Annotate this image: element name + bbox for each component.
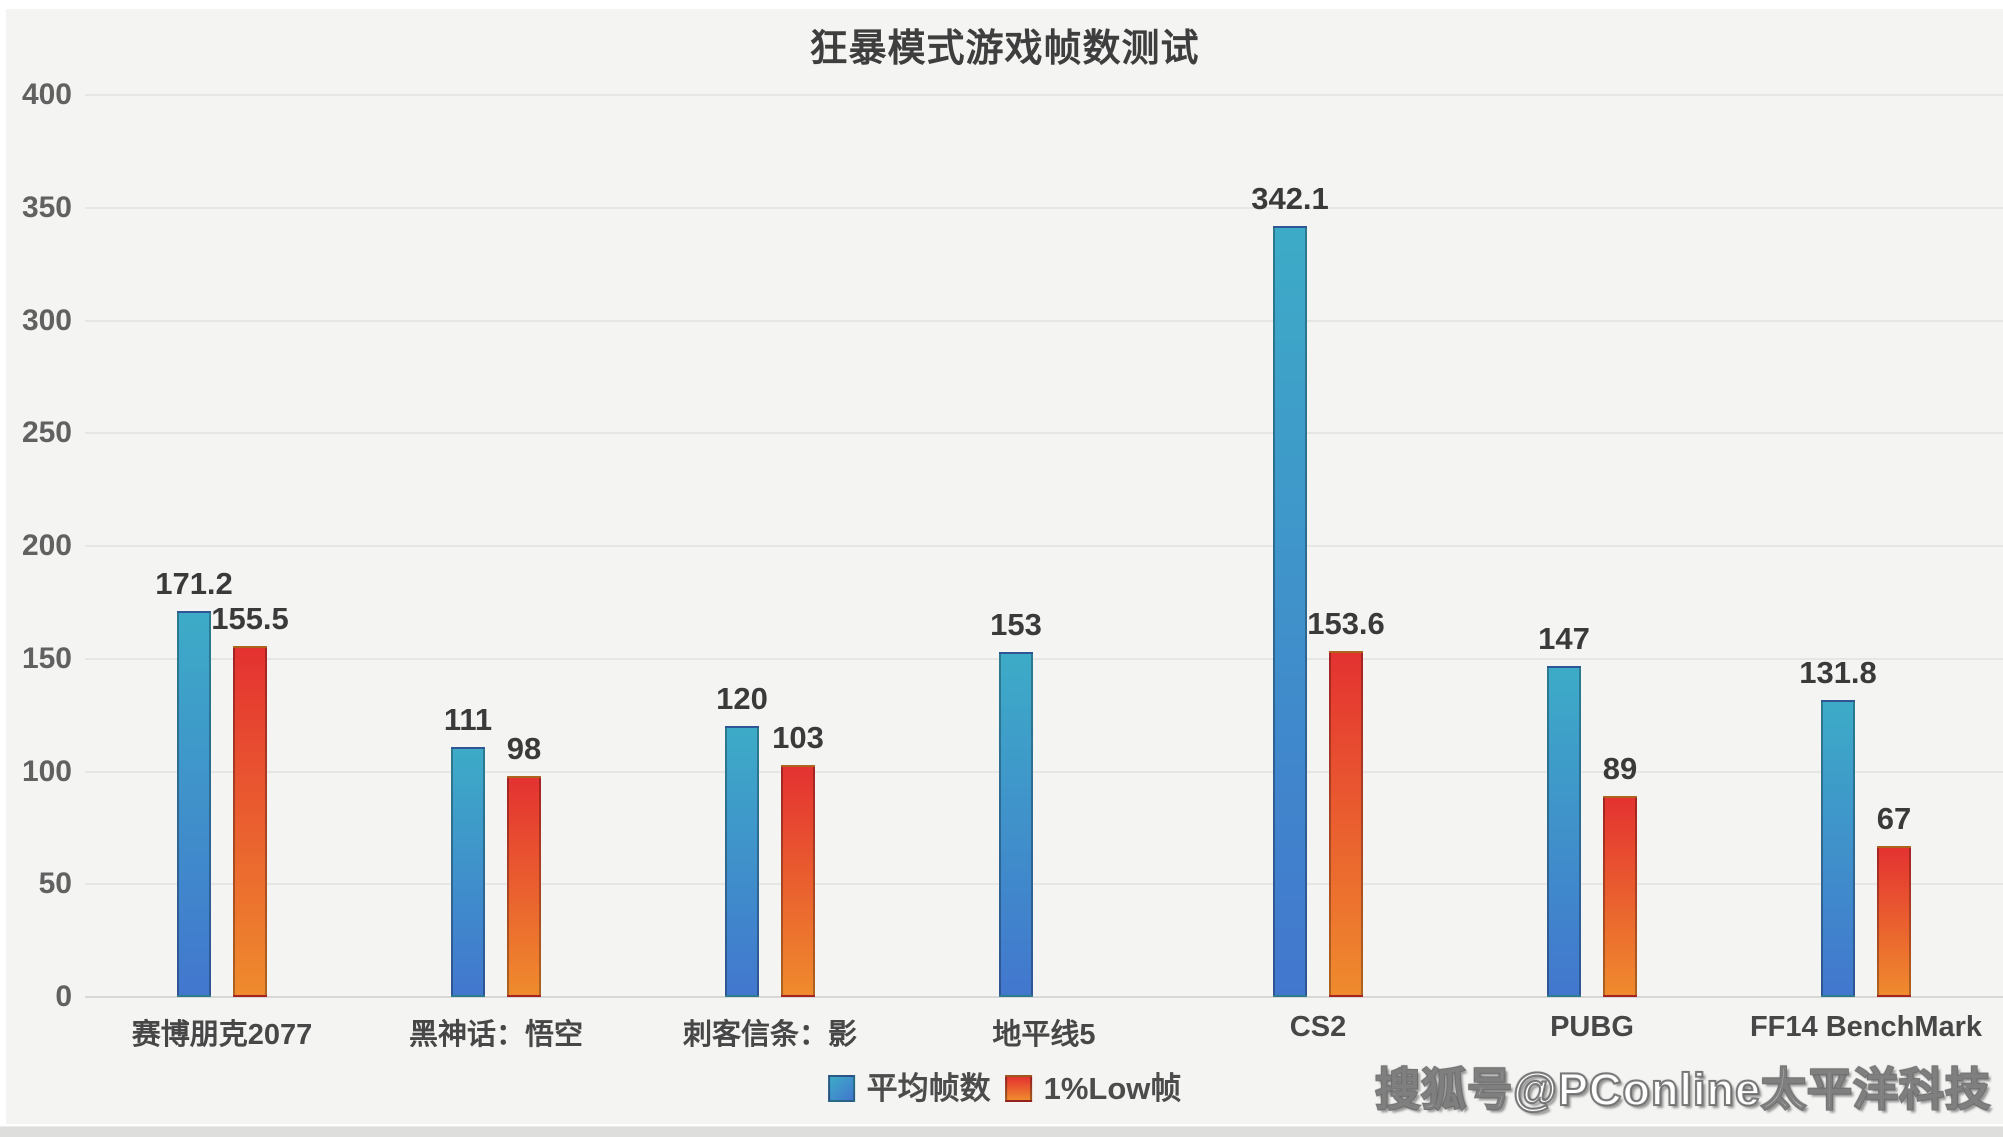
category-group: 171.2 155.5 赛博朋克2077 (85, 95, 359, 1051)
y-tick-label-200: 200 (21, 529, 72, 562)
legend: 平均帧数 1%Low帧 (827, 1071, 1182, 1106)
gridline-50 (85, 883, 2003, 886)
bar-value-label: 103 (772, 719, 824, 755)
legend-label-low: 1%Low帧 (1043, 1071, 1182, 1106)
legend-item-low: 1%Low帧 (1004, 1071, 1182, 1106)
gridline-150 (85, 657, 2003, 660)
bar-average (1547, 665, 1581, 997)
bar-value-label: 147 (1538, 620, 1590, 656)
gridline-200 (85, 545, 2003, 547)
category-label: 刺客信条：影 (682, 1019, 857, 1051)
gridline-400 (85, 94, 2003, 96)
bar-value-label: 153 (990, 607, 1042, 642)
category-label: PUBG (1550, 1011, 1634, 1043)
legend-swatch-average-icon (827, 1075, 855, 1102)
bar-average (451, 746, 485, 997)
bar-low (1877, 845, 1911, 997)
bar-value-label: 98 (506, 731, 542, 767)
category-label: 黑神话：悟空 (408, 1019, 583, 1051)
bar-low (781, 764, 815, 997)
chart-canvas: 狂暴模式游戏帧数测试 0 50 100 150 200 250 300 350 400 171.2… (6, 9, 2003, 1124)
watermark: 搜狐号@PConline太平洋科技 (1374, 1063, 1991, 1116)
gridline-300 (85, 319, 2003, 322)
y-tick-label-150: 150 (21, 641, 72, 675)
category-label: FF14 BenchMark (1749, 1011, 1983, 1043)
y-tick-label-300: 300 (21, 303, 72, 337)
gridline-100 (85, 770, 2003, 773)
category-group: 153 地平线5 (907, 95, 1181, 1051)
bar-value-label: 89 (1602, 751, 1638, 787)
y-tick-label-50: 50 (38, 867, 72, 901)
y-tick-label-0: 0 (55, 980, 72, 1013)
legend-swatch-low-icon (1004, 1075, 1032, 1102)
category-group: 342.1 153.6 CS2 (1181, 95, 1455, 1043)
bar-average (177, 610, 211, 997)
bar-low (233, 646, 267, 997)
bar-average (1821, 699, 1855, 997)
bar-average (1273, 225, 1307, 997)
bar-low (507, 776, 541, 997)
gridline-350 (85, 206, 2003, 209)
category-label: CS2 (1289, 1011, 1347, 1043)
chart-title: 狂暴模式游戏帧数测试 (809, 28, 1200, 70)
legend-label-average: 平均帧数 (866, 1071, 991, 1106)
bottom-band (0, 1126, 2003, 1137)
bar-low (1603, 796, 1637, 997)
gridline-250 (85, 432, 2003, 435)
bar-average (725, 726, 759, 997)
gridline-0 (85, 996, 2003, 998)
y-tick-label-400: 400 (21, 78, 72, 111)
bar-value-label: 171.2 (155, 565, 233, 601)
y-tick-label-350: 350 (21, 190, 72, 224)
legend-item-average: 平均帧数 (827, 1071, 991, 1106)
bar-average (999, 652, 1033, 997)
bar-value-label: 153.6 (1307, 605, 1385, 641)
category-group: 131.8 67 FF14 BenchMark (1729, 95, 2003, 1043)
y-tick-label-250: 250 (21, 416, 72, 450)
bar-value-label: 120 (716, 681, 768, 717)
bar-value-label: 111 (443, 701, 493, 737)
plot-area: 0 50 100 150 200 250 300 350 400 171.2 155.5 赛博朋克20… (6, 9, 2003, 1124)
category-label: 地平线5 (992, 1019, 1096, 1051)
bar-low (1329, 650, 1363, 997)
bar-value-label: 131.8 (1799, 654, 1877, 690)
category-label: 赛博朋克2077 (131, 1019, 313, 1051)
bar-value-label: 342.1 (1251, 180, 1329, 216)
category-group: 120 103 刺客信条：影 (633, 95, 907, 1051)
category-group: 147 89 PUBG (1455, 95, 1729, 1043)
category-group: 111 98 黑神话：悟空 (359, 95, 633, 1051)
bar-value-label: 155.5 (211, 601, 289, 637)
bar-value-label: 67 (1876, 800, 1912, 836)
y-tick-label-100: 100 (21, 754, 72, 788)
